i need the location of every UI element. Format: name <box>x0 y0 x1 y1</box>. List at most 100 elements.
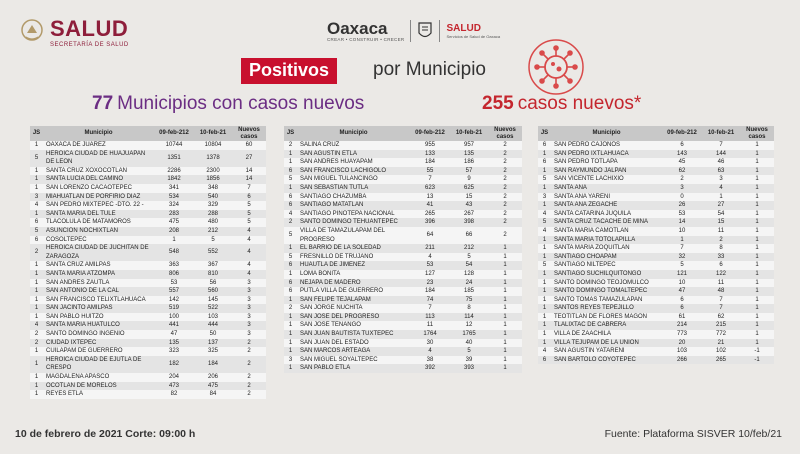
cases-table-1: JS Municipio 09-feb-212 10-feb-21 Nuevos… <box>30 126 266 399</box>
cell-cases-09feb: 548 <box>154 244 194 262</box>
cell-cases-09feb: 10 <box>662 278 702 288</box>
logo-divider <box>439 20 441 42</box>
cell-municipio: SANTA MARIA ZOQUITLAN <box>551 244 662 253</box>
cell-municipio: SAN ANDRES HUAYAPAM <box>297 158 410 167</box>
cell-cases-09feb: 38 <box>410 355 450 365</box>
cell-cases-10feb: 265 <box>702 355 740 365</box>
cell-municipio: SANTIAGO SUCHILQUITONGO <box>551 269 662 279</box>
cell-nuevos: 2 <box>488 158 522 167</box>
cell-municipio: SAN ANTONIO DE LA CAL <box>43 287 154 296</box>
cell-cases-10feb: 57 <box>450 166 488 176</box>
col-header-date2: 10-feb-21 <box>450 126 488 141</box>
cell-js: 1 <box>284 330 297 339</box>
cell-cases-09feb: 1764 <box>410 330 450 339</box>
cell-nuevos: 3 <box>232 312 266 322</box>
cell-cases-09feb: 392 <box>410 364 450 374</box>
cell-cases-10feb: 480 <box>194 218 232 227</box>
cell-municipio: SAN SEBASTIAN TUTLA <box>297 183 410 193</box>
cell-cases-09feb: 1842 <box>154 175 194 184</box>
table-row: 3 SAN MIGUEL SOYALTEPEC 38 39 1 <box>284 355 522 365</box>
cell-nuevos: 2 <box>232 347 266 356</box>
cases-table-3: JS Municipio 09-feb-212 10-feb-21 Nuevos… <box>538 126 774 365</box>
cell-nuevos: 14 <box>232 175 266 184</box>
cell-cases-10feb: 102 <box>702 347 740 356</box>
table-row: 4 SANTA MARIA HUATULCO 441 444 3 <box>30 321 266 331</box>
cell-cases-09feb: 6 <box>662 141 702 150</box>
table-row: 1 SANTA MARIA ATZOMPA 806 810 4 <box>30 269 266 279</box>
cell-municipio: SAN FELIPE TEJALAPAM <box>297 295 410 305</box>
cell-cases-10feb: 348 <box>194 183 232 193</box>
cell-js: 4 <box>538 209 551 219</box>
cell-municipio: FRESNILLO DE TRUJANO <box>297 252 410 262</box>
cell-js: 1 <box>30 381 43 391</box>
table-row: 2 HEROICA CIUDAD DE JUCHITAN DE ZARAGOZA 5… <box>30 244 266 262</box>
cell-cases-10feb: 103 <box>194 312 232 322</box>
cell-municipio: EL BARRIO DE LA SOLEDAD <box>297 244 410 253</box>
cell-js: 1 <box>284 295 297 305</box>
cell-cases-09feb: 143 <box>662 149 702 159</box>
cell-cases-09feb: 133 <box>410 149 450 159</box>
cell-cases-10feb: 12 <box>450 321 488 331</box>
cell-cases-09feb: 55 <box>410 166 450 176</box>
col-header-nuevos: Nuevos casos <box>232 126 266 141</box>
cell-municipio: SANTIAGO NILTEPEC <box>551 261 662 270</box>
cell-municipio: SAN JUAN DEL ESTADO <box>297 338 410 348</box>
cell-municipio: SANTO TOMAS TAMAZULAPAN <box>551 295 662 305</box>
cell-cases-09feb: 14 <box>662 218 702 227</box>
cell-js: 6 <box>538 355 551 365</box>
table-row: 6 SAN PEDRO CAJONOS 6 7 1 <box>538 141 774 150</box>
cell-municipio: SANTA ANA <box>551 183 662 193</box>
cell-cases-09feb: 341 <box>154 183 194 193</box>
cell-municipio: SAN PEDRO CAJONOS <box>551 141 662 150</box>
cell-cases-09feb: 441 <box>154 321 194 331</box>
cell-nuevos: 1 <box>488 338 522 348</box>
cell-cases-09feb: 182 <box>154 355 194 374</box>
cell-js: 1 <box>538 235 551 245</box>
cell-municipio: SANTO DOMINGO TEOJOMULCO <box>551 278 662 288</box>
cell-cases-09feb: 204 <box>154 373 194 382</box>
cell-cases-10feb: 114 <box>450 312 488 322</box>
table-row: 2 SALINA CRUZ 955 957 2 <box>284 141 522 150</box>
cell-cases-10feb: 6 <box>702 261 740 270</box>
cell-municipio: SAN PEDRO IXTLAHUACA <box>551 149 662 159</box>
cell-cases-10feb: 4 <box>702 183 740 193</box>
cell-nuevos: 2 <box>232 390 266 399</box>
cell-cases-09feb: 121 <box>662 269 702 279</box>
col-header-date2: 10-feb-21 <box>702 126 740 141</box>
salud-small-subtitle: Servicios de Salud de Oaxaca <box>446 34 501 39</box>
cell-js: 6 <box>284 166 297 176</box>
cell-municipio: SANTIAGO CHOAPAM <box>551 252 662 262</box>
cell-nuevos: 1 <box>740 252 774 262</box>
cell-municipio: SAN FRANCISCO LACHIGOLO <box>297 166 410 176</box>
cell-cases-10feb: 5 <box>450 252 488 262</box>
casos-headline: 255 casos nuevos* <box>482 93 641 115</box>
cell-js: 2 <box>30 244 43 262</box>
cell-nuevos: 2 <box>488 209 522 219</box>
cell-cases-10feb: 7 <box>702 295 740 305</box>
salud-subtitle: SECRETARÍA DE SALUD <box>50 42 129 48</box>
cell-nuevos: 2 <box>488 166 522 176</box>
cell-js: 1 <box>284 364 297 374</box>
col-header-date2: 10-feb-21 <box>194 126 232 141</box>
cell-cases-10feb: 9 <box>450 175 488 184</box>
oaxaca-logo-group: Oaxaca CREAR • CONSTRUIR • CRECER SALUD … <box>327 20 500 42</box>
casos-text: casos nuevos* <box>517 93 642 114</box>
cell-nuevos: 1 <box>740 304 774 313</box>
cell-js: 1 <box>284 158 297 167</box>
table-row: 1 SANTA MARIA TOTOLAPILLA 1 2 1 <box>538 235 774 245</box>
cell-js: 5 <box>30 149 43 167</box>
cell-js: 1 <box>538 287 551 296</box>
cell-nuevos: 3 <box>232 278 266 288</box>
cell-cases-10feb: 184 <box>194 355 232 374</box>
col-header-date1: 09-feb-212 <box>154 126 194 141</box>
cell-nuevos: 1 <box>740 201 774 210</box>
cell-cases-10feb: 393 <box>450 364 488 374</box>
cell-cases-09feb: 283 <box>154 209 194 219</box>
cell-nuevos: 2 <box>488 183 522 193</box>
cell-js: 5 <box>538 261 551 270</box>
col-header-municipio: Municipio <box>297 126 410 141</box>
cell-cases-10feb: 552 <box>194 244 232 262</box>
table-row: 5 SAN MIGUEL TULANCINGO 7 9 2 <box>284 175 522 184</box>
cell-js: 1 <box>538 330 551 339</box>
cell-js: 1 <box>284 347 297 356</box>
